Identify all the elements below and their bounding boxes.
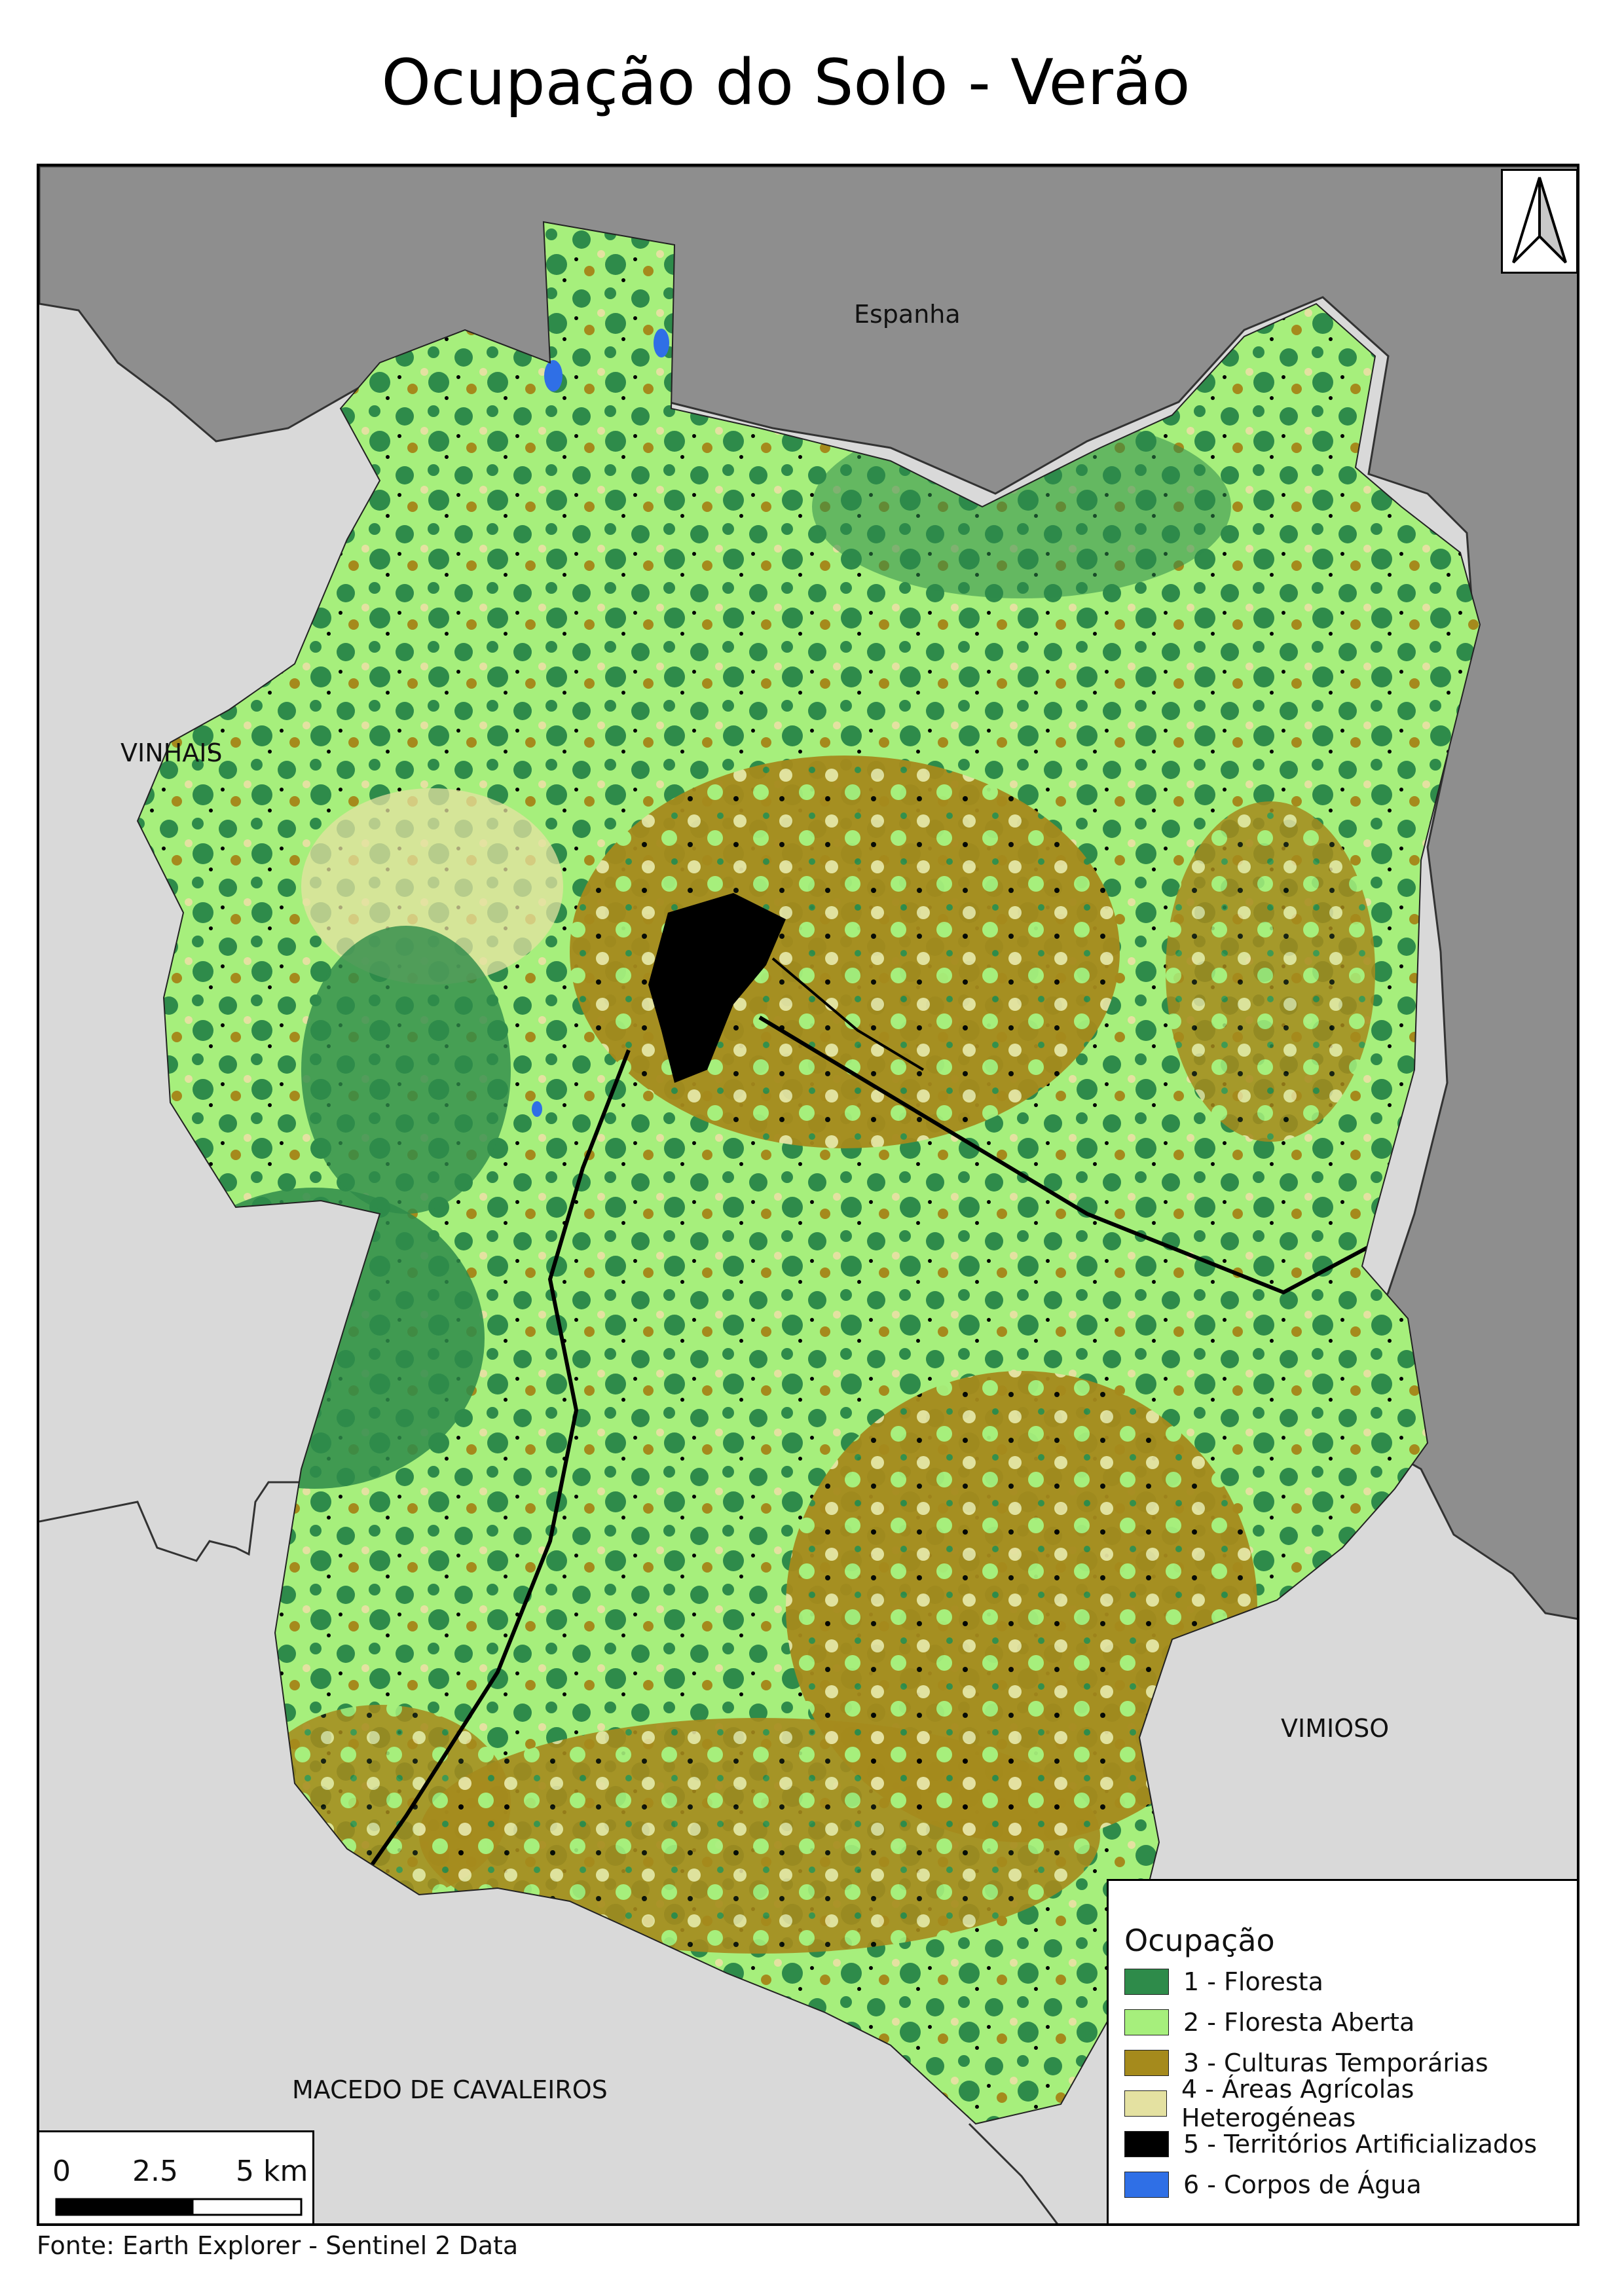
water-body xyxy=(544,360,563,392)
map-title: Ocupação do Solo - Verão xyxy=(381,46,1190,119)
legend-label: 2 - Floresta Aberta xyxy=(1183,2008,1415,2037)
legend: Ocupação 1 - Floresta 2 - Floresta Abert… xyxy=(1107,1879,1577,2223)
legend-item: 3 - Culturas Temporárias xyxy=(1124,2049,1488,2077)
border-line xyxy=(39,1481,406,1562)
source-caption: Fonte: Earth Explorer - Sentinel 2 Data xyxy=(37,2231,519,2260)
map-frame: Espanha VINHAIS VIMIOSO MACEDO DE CAVALE… xyxy=(37,164,1579,2226)
road xyxy=(312,1049,631,1948)
legend-item: 5 - Territórios Artificializados xyxy=(1124,2130,1537,2159)
scale-bar: 0 2.5 5 km xyxy=(39,2130,314,2223)
urban-area xyxy=(648,893,786,1083)
place-label-macedo: MACEDO DE CAVALEIROS xyxy=(292,2075,608,2104)
scale-label-mid: 2.5 xyxy=(132,2155,178,2188)
legend-label: 4 - Áreas Agrícolas Heterogéneas xyxy=(1181,2075,1414,2132)
water-body xyxy=(532,1101,542,1117)
legend-label: 1 - Floresta xyxy=(1183,1967,1323,1996)
scale-label-0: 0 xyxy=(52,2155,71,2188)
legend-swatch xyxy=(1124,2131,1169,2157)
land-cover-raster xyxy=(138,222,1480,2124)
legend-title: Ocupação xyxy=(1124,1923,1275,1958)
legend-item: 2 - Floresta Aberta xyxy=(1124,2008,1414,2037)
legend-label: 3 - Culturas Temporárias xyxy=(1183,2049,1488,2077)
map-canvas xyxy=(39,166,1577,2223)
legend-swatch xyxy=(1124,2009,1169,2035)
legend-swatch xyxy=(1124,1969,1169,1995)
place-label-vinhais: VINHAIS xyxy=(120,738,223,767)
legend-swatch xyxy=(1124,2172,1169,2198)
water-body xyxy=(654,329,669,357)
scale-bar-graphic xyxy=(55,2198,303,2216)
place-label-espanha: Espanha xyxy=(854,300,961,329)
legend-swatch xyxy=(1124,2090,1167,2117)
legend-label: 5 - Territórios Artificializados xyxy=(1183,2130,1538,2159)
border-line xyxy=(968,2123,1058,2223)
spain-region xyxy=(39,166,1577,1620)
road xyxy=(758,1015,1383,1295)
legend-label: 6 - Corpos de Água xyxy=(1183,2170,1422,2199)
legend-item: 1 - Floresta xyxy=(1124,1967,1323,1996)
north-arrow-icon xyxy=(1512,177,1567,264)
legend-swatch xyxy=(1124,2050,1169,2076)
place-label-vimioso: VIMIOSO xyxy=(1281,1714,1390,1743)
legend-item: 4 - Áreas Agrícolas Heterogéneas xyxy=(1124,2075,1577,2132)
legend-item: 6 - Corpos de Água xyxy=(1124,2170,1422,2199)
road xyxy=(771,957,925,1071)
scale-label-end: 5 km xyxy=(236,2155,308,2188)
north-arrow xyxy=(1501,169,1577,274)
